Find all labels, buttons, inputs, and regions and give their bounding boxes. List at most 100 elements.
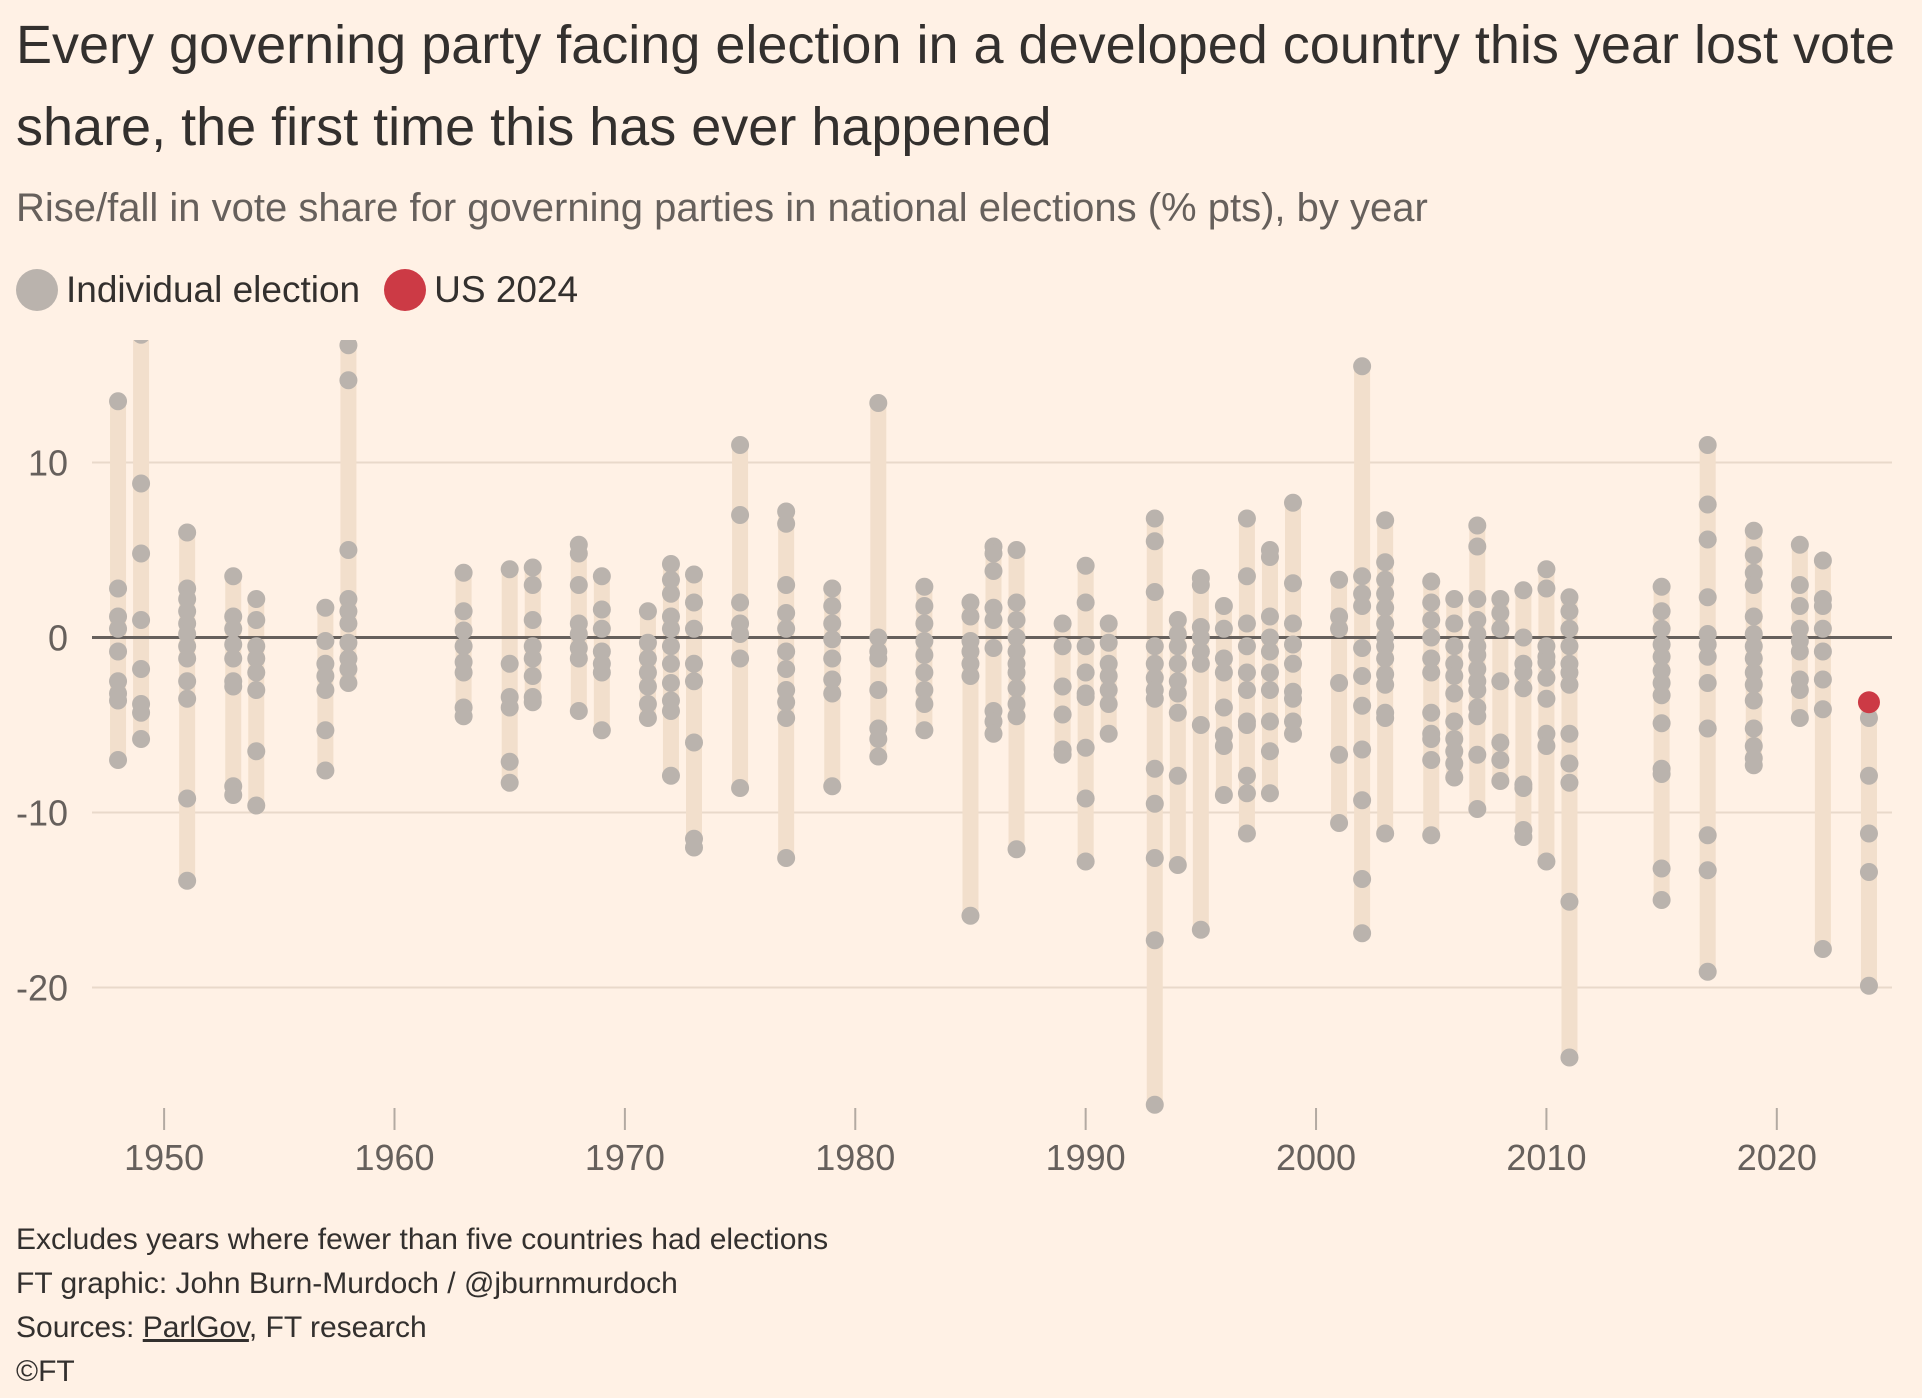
range-bar [870,403,887,757]
data-point [1214,663,1233,682]
data-point [1652,859,1671,878]
data-point [1790,709,1809,727]
data-point [569,649,588,668]
range-bar [1515,590,1532,837]
data-point [1652,577,1671,596]
data-point [1076,738,1095,757]
data-point [1652,765,1671,783]
data-point [915,695,934,713]
data-point [1099,695,1118,713]
data-point [984,544,1003,563]
data-point [869,681,888,699]
data-point [1445,637,1464,656]
data-point [1353,740,1372,759]
data-point [1237,637,1256,656]
data-point [638,649,657,668]
data-point [984,724,1003,743]
data-point [915,614,934,633]
data-point [1260,607,1279,626]
x-tick-label: 1960 [354,1137,434,1178]
data-point [823,579,842,598]
data-point [109,642,128,661]
data-point [1330,570,1349,589]
data-point [454,563,473,582]
data-point [1214,619,1233,638]
range-bar [1814,560,1831,949]
data-point [1007,840,1026,859]
data-point [1376,584,1395,603]
sources-link-parlgov[interactable]: ParlGov [142,1311,249,1344]
data-point [1491,590,1510,608]
data-point [1514,828,1533,846]
data-point [1237,716,1256,734]
range-bar [133,340,150,739]
data-point [1468,707,1487,726]
data-point [731,506,750,524]
data-point [731,625,750,643]
x-tick-label: 1990 [1046,1137,1126,1178]
data-point [523,558,542,577]
data-point [454,663,473,682]
data-point [1468,611,1487,629]
sources-rest: , FT research [248,1311,427,1344]
data-point [869,649,888,668]
data-point [132,703,151,722]
data-point [984,611,1003,629]
data-point [500,698,519,717]
y-tick-label: 10 [28,443,68,484]
range-bar [1561,597,1578,1058]
data-point [1698,530,1717,549]
data-point [339,340,358,355]
data-point [339,614,358,633]
data-point [1376,553,1395,572]
range-bar [686,574,702,848]
x-tick-label: 2020 [1737,1137,1817,1178]
data-point [1537,852,1556,871]
data-point [915,721,934,740]
data-point [1790,576,1809,594]
data-point [109,691,128,710]
data-point [1353,870,1372,888]
data-point [1744,521,1763,540]
data-point [109,392,128,411]
data-point [1422,703,1441,722]
data-point [247,796,266,815]
data-point [1813,597,1832,615]
data-point [316,761,335,780]
data-point [339,371,358,390]
data-point [1260,784,1279,803]
data-point [823,684,842,703]
data-point [1376,649,1395,668]
data-point [1053,677,1072,696]
data-point [500,773,519,792]
data-point [569,625,588,643]
data-point [500,654,519,673]
data-point [1284,654,1302,673]
data-point [685,654,703,673]
data-point [1537,653,1556,671]
chart-subtitle: Rise/fall in vote share for governing pa… [16,186,1428,230]
data-point [1445,712,1464,731]
scatter-chart: 10 0 -10 -20 1950 1960 1970 1980 1990 2000 2010 202… [16,340,1892,1178]
data-point [1537,560,1556,579]
data-point [1376,570,1395,589]
data-point [915,577,934,596]
data-point [1560,588,1579,607]
data-point [1145,759,1164,778]
data-point [1214,786,1233,804]
data-point [1007,707,1026,726]
data-point [915,663,934,682]
data-point [1353,696,1372,715]
data-point [1376,614,1395,633]
data-point [661,570,680,589]
data-point [1353,567,1372,586]
data-point [1514,628,1533,647]
data-point [1260,681,1279,699]
data-point [823,670,842,689]
data-point [339,674,358,692]
data-point [1698,826,1717,845]
data-point [1053,614,1072,633]
data-point [661,637,680,656]
y-tick-label: -20 [16,968,68,1009]
data-point [1422,730,1441,748]
